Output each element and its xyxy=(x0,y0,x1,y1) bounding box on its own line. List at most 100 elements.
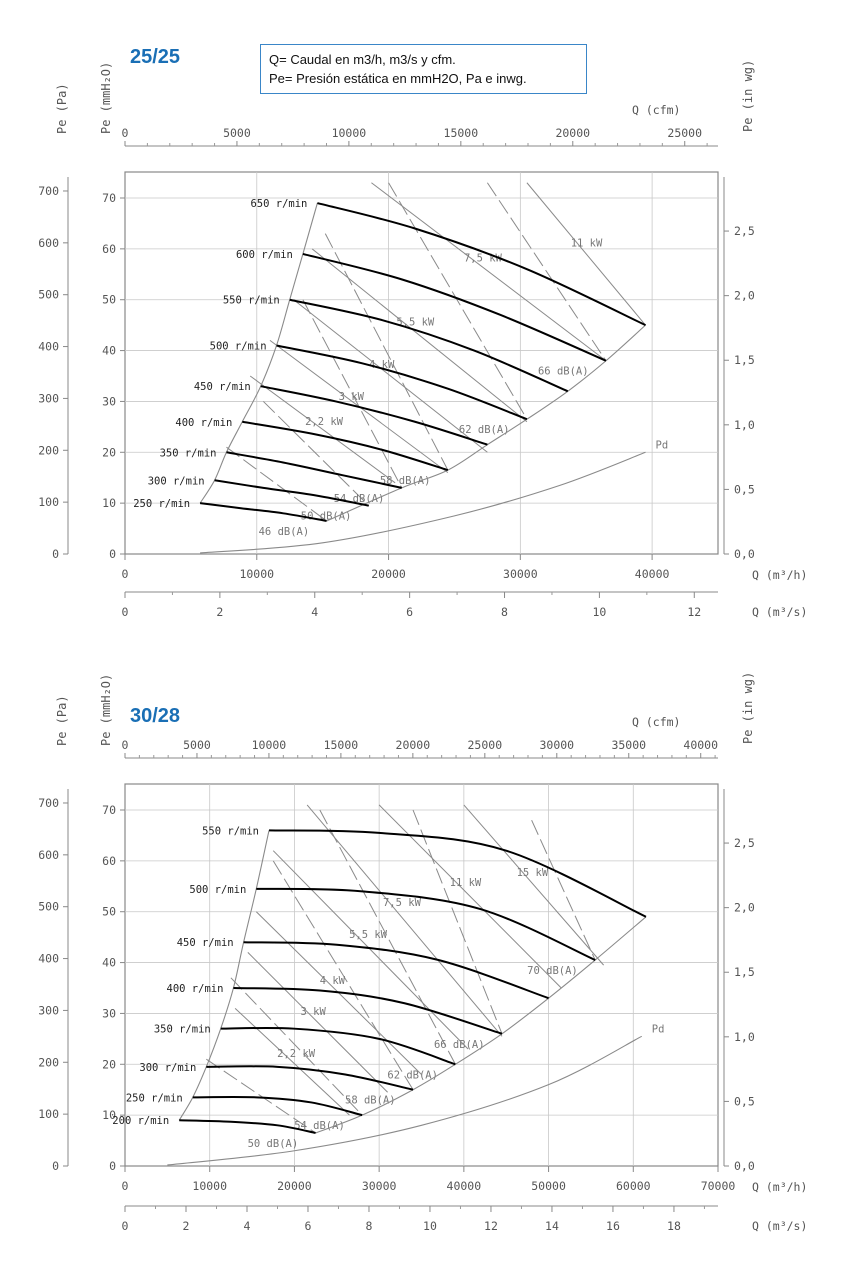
speed-curve xyxy=(192,1095,363,1117)
tick-label-pa: 600 xyxy=(38,848,59,862)
power-line xyxy=(293,299,488,453)
tick-label-inwg: 1,0 xyxy=(734,418,755,432)
noise-line xyxy=(302,299,403,489)
speed-curve xyxy=(276,344,528,421)
tick-label-pa: 400 xyxy=(38,952,59,966)
noise-label: 58 dB(A) xyxy=(345,1095,396,1107)
power-label: 15 kW xyxy=(517,867,549,879)
tick-label-m3s: 10 xyxy=(592,605,606,619)
tick-label-pa: 700 xyxy=(38,796,59,810)
speed-label: 250 r/min xyxy=(133,498,190,510)
tick-label-m3s: 4 xyxy=(311,605,318,619)
tick-label-m3s: 10 xyxy=(423,1219,437,1233)
speed-label: 450 r/min xyxy=(177,937,234,949)
tick-label-m3s: 12 xyxy=(484,1219,498,1233)
legend-line-flow: Q= Caudal en m3/h, m3/s y cfm. xyxy=(269,52,456,67)
tick-label-inwg: 2,5 xyxy=(734,836,755,850)
noise-label: 50 dB(A) xyxy=(301,511,352,523)
power-label: 3 kW xyxy=(301,1006,327,1018)
power-label: 2,2 kW xyxy=(277,1048,316,1060)
tick-label-cfm: 0 xyxy=(122,738,129,752)
tick-label-cfm: 30000 xyxy=(539,738,574,752)
tick-label-mmh2o: 20 xyxy=(102,1057,116,1071)
tick-label-m3h: 0 xyxy=(122,567,129,581)
tick-label-m3h: 40000 xyxy=(447,1179,482,1193)
tick-label-pa: 600 xyxy=(38,236,59,250)
noise-line xyxy=(263,401,370,507)
noise-label: 54 dB(A) xyxy=(294,1120,345,1132)
noise-label: 66 dB(A) xyxy=(538,366,589,378)
noise-line xyxy=(324,233,449,471)
tick-label-cfm: 20000 xyxy=(396,738,431,752)
speed-curve xyxy=(179,1119,316,1134)
tick-label-inwg: 0,0 xyxy=(734,1159,755,1173)
tick-label-cfm: 15000 xyxy=(444,126,479,140)
tick-label-m3s: 2 xyxy=(183,1219,190,1233)
power-label: 2,2 kW xyxy=(305,416,344,428)
speed-curve xyxy=(226,451,402,489)
speed-curve xyxy=(220,1026,456,1066)
speed-label: 550 r/min xyxy=(223,295,280,307)
tick-label-mmh2o: 60 xyxy=(102,854,116,868)
tick-label-cfm: 5000 xyxy=(183,738,211,752)
tick-label-pa: 0 xyxy=(52,1159,59,1173)
speed-label: 550 r/min xyxy=(202,825,259,837)
power-line xyxy=(247,952,388,1093)
speed-label: 500 r/min xyxy=(189,884,246,896)
noise-label: 62 dB(A) xyxy=(459,424,510,436)
tick-label-mmh2o: 0 xyxy=(109,547,116,561)
tick-label-m3h: 20000 xyxy=(277,1179,312,1193)
tick-label-pa: 300 xyxy=(38,391,59,405)
tick-label-pa: 200 xyxy=(38,1055,59,1069)
tick-label-m3s: 0 xyxy=(122,1219,129,1233)
speed-label: 400 r/min xyxy=(167,983,224,995)
tick-label-inwg: 2,5 xyxy=(734,224,755,238)
tick-label-pa: 200 xyxy=(38,443,59,457)
speed-curve xyxy=(233,987,503,1035)
tick-label-mmh2o: 10 xyxy=(102,1108,116,1122)
power-label: 11 kW xyxy=(571,238,603,250)
tick-label-inwg: 0,5 xyxy=(734,482,755,496)
tick-label-cfm: 25000 xyxy=(468,738,503,752)
noise-line xyxy=(319,809,456,1065)
tick-label-m3h: 30000 xyxy=(503,567,538,581)
tick-label-cfm: 5000 xyxy=(223,126,251,140)
speed-curve xyxy=(242,420,449,472)
y-axis-label-pa: Pe (Pa) xyxy=(55,695,69,746)
y-axis-label-pa: Pe (Pa) xyxy=(55,83,69,134)
tick-label-pa: 400 xyxy=(38,340,59,354)
power-line xyxy=(306,804,503,1037)
legend-box: Q= Caudal en m3/h, m3/s y cfm. Pe= Presi… xyxy=(260,44,587,94)
tick-label-mmh2o: 50 xyxy=(102,905,116,919)
tick-label-inwg: 0,0 xyxy=(734,547,755,561)
speed-curve xyxy=(256,887,596,961)
speed-label: 450 r/min xyxy=(194,381,251,393)
noise-line xyxy=(412,809,503,1034)
boundary-left-line xyxy=(199,202,318,504)
power-line xyxy=(463,804,605,966)
pd-label: Pd xyxy=(652,1023,665,1035)
speed-label: 500 r/min xyxy=(210,340,267,352)
pd-curve xyxy=(167,1035,643,1166)
tick-label-m3s: 2 xyxy=(216,605,223,619)
speed-label: 300 r/min xyxy=(148,475,205,487)
noise-label: 70 dB(A) xyxy=(527,965,578,977)
tick-label-m3s: 8 xyxy=(366,1219,373,1233)
tick-label-m3s: 12 xyxy=(687,605,701,619)
tick-label-pa: 300 xyxy=(38,1003,59,1017)
power-line xyxy=(371,182,607,362)
speed-label: 400 r/min xyxy=(175,417,232,429)
tick-label-cfm: 25000 xyxy=(667,126,702,140)
tick-label-inwg: 1,5 xyxy=(734,353,755,367)
tick-label-pa: 100 xyxy=(38,495,59,509)
tick-label-m3s: 14 xyxy=(545,1219,559,1233)
tick-label-cfm: 15000 xyxy=(324,738,359,752)
power-line xyxy=(249,375,396,484)
tick-label-pa: 700 xyxy=(38,184,59,198)
power-label: 5,5 kW xyxy=(396,316,435,328)
x-axis-label-cfm: Q (cfm) xyxy=(632,715,680,729)
tick-label-mmh2o: 70 xyxy=(102,191,116,205)
speed-label: 200 r/min xyxy=(112,1115,169,1127)
power-label: 7,5 kW xyxy=(383,897,422,909)
